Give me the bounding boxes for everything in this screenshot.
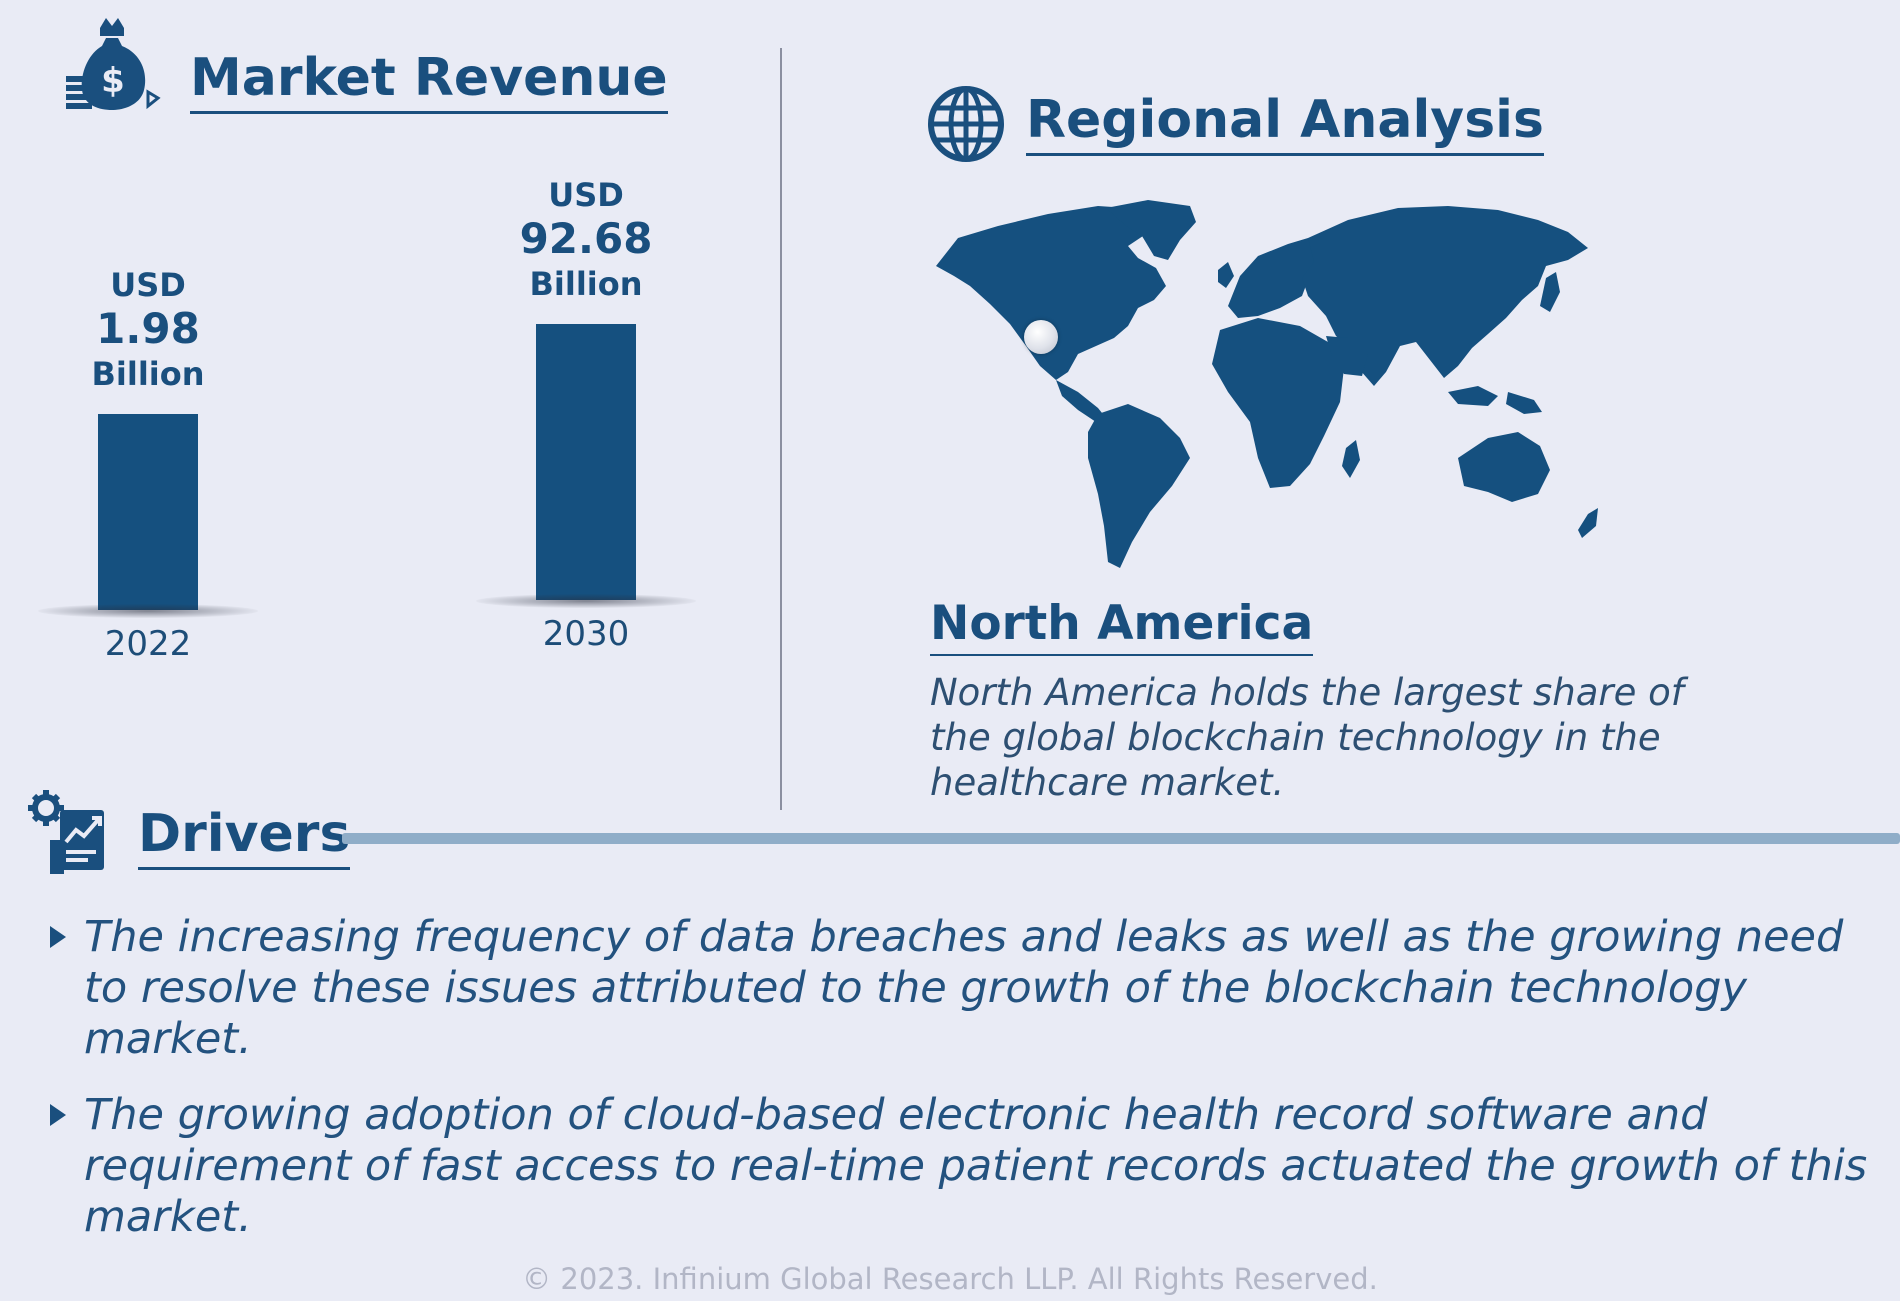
globe-icon [926, 84, 1006, 164]
bullet-arrow-icon [50, 1104, 66, 1126]
drivers-title: Drivers [138, 805, 351, 871]
market-revenue-title: Market Revenue [190, 49, 668, 115]
bar-2022 [98, 414, 198, 610]
bar-value-label: USD 92.68 Billion [476, 176, 696, 303]
bar-currency: USD [110, 266, 186, 304]
location-dot-icon [1024, 320, 1058, 354]
region-description: North America holds the largest share of… [930, 671, 1684, 804]
bar-currency: USD [548, 176, 624, 214]
bar-unit: Billion [529, 264, 643, 303]
region-name: North America [930, 598, 1314, 656]
bar-shadow [476, 594, 696, 608]
x-tick-label: 2030 [542, 614, 630, 654]
x-tick-label: 2022 [104, 624, 192, 664]
bar-value: 92.68 [519, 214, 653, 264]
drivers-rule [342, 833, 1900, 844]
revenue-chart: USD 1.98 Billion 2022 USD 92.68 Billion … [0, 0, 760, 680]
world-map [928, 196, 1618, 576]
bar-2030 [536, 324, 636, 600]
bullet-arrow-icon [50, 926, 66, 948]
section-divider [780, 48, 782, 810]
svg-text:$: $ [101, 61, 125, 101]
market-revenue-icon: $ [62, 14, 164, 114]
bar-value: 1.98 [96, 304, 200, 354]
bar-unit: Billion [91, 354, 205, 393]
regional-analysis-title: Regional Analysis [1026, 91, 1544, 157]
bar-shadow [38, 604, 258, 618]
copyright-footer: © 2023. Infinium Global Research LLP. Al… [522, 1262, 1378, 1296]
driver-text: The increasing frequency of data breache… [84, 912, 1844, 1064]
driver-text: The growing adoption of cloud-based elec… [84, 1090, 1868, 1242]
bar-value-label: USD 1.98 Billion [38, 266, 258, 393]
growth-report-icon [26, 786, 110, 874]
